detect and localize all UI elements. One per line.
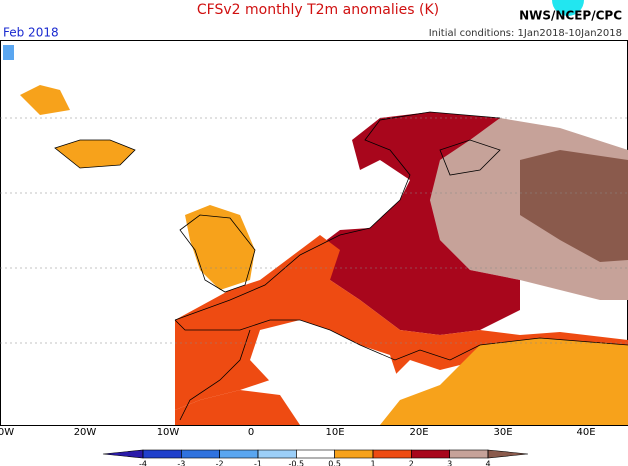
colorbar-segment bbox=[257, 449, 297, 459]
lon-label: 10W bbox=[157, 427, 180, 438]
colorbar-label: -3 bbox=[177, 460, 185, 466]
patch bbox=[20, 85, 70, 115]
colorbar-segment bbox=[334, 449, 374, 459]
lon-label: 10E bbox=[325, 427, 344, 438]
lon-label: 0 bbox=[248, 427, 254, 438]
period: Feb 2018 bbox=[3, 26, 59, 40]
colorbar-label: 4 bbox=[485, 460, 490, 466]
patch bbox=[55, 140, 135, 168]
colorbar-end bbox=[487, 449, 529, 459]
colorbar-segment bbox=[449, 449, 489, 459]
lon-label: 40E bbox=[576, 427, 595, 438]
colorbar-segment bbox=[372, 449, 412, 459]
lon-labels: 0W 20W 10W 0 10E 20E 30E 40E bbox=[0, 427, 596, 438]
title: CFSv2 monthly T2m anomalies (K) bbox=[197, 2, 439, 18]
colorbar-segment bbox=[411, 449, 450, 459]
colorbar: -4 -3 -2 -1 -0.5 0.5 1 2 3 4 bbox=[102, 449, 529, 466]
colorbar-segment bbox=[296, 449, 335, 459]
patch bbox=[380, 338, 628, 425]
patch bbox=[3, 45, 14, 60]
colorbar-label: 2 bbox=[409, 460, 414, 466]
patch bbox=[520, 150, 628, 262]
colorbar-segment bbox=[181, 449, 220, 459]
colorbar-label: -4 bbox=[139, 460, 147, 466]
source: NWS/NCEP/CPC bbox=[519, 9, 622, 23]
colorbar-label: -0.5 bbox=[289, 460, 305, 466]
lon-label: 20W bbox=[74, 427, 97, 438]
colorbar-segment bbox=[142, 449, 182, 459]
colorbar-label: 0.5 bbox=[328, 460, 341, 466]
logo bbox=[552, 0, 584, 16]
patch bbox=[320, 112, 520, 335]
lon-label: 20E bbox=[409, 427, 428, 438]
colorbar-label: 1 bbox=[370, 460, 375, 466]
colorbar-label: 3 bbox=[447, 460, 452, 466]
lon-label: 30E bbox=[493, 427, 512, 438]
colorbar-label: -2 bbox=[216, 460, 224, 466]
sea bbox=[250, 320, 400, 398]
lon-label: 0W bbox=[0, 427, 14, 438]
conditions: Initial conditions: 1Jan2018-10Jan2018 bbox=[429, 28, 622, 39]
patch bbox=[175, 390, 300, 425]
patch bbox=[185, 205, 255, 290]
colorbar-label: -1 bbox=[254, 460, 262, 466]
colorbar-segment bbox=[219, 449, 259, 459]
colorbar-end bbox=[102, 449, 144, 459]
map-area bbox=[0, 40, 628, 426]
